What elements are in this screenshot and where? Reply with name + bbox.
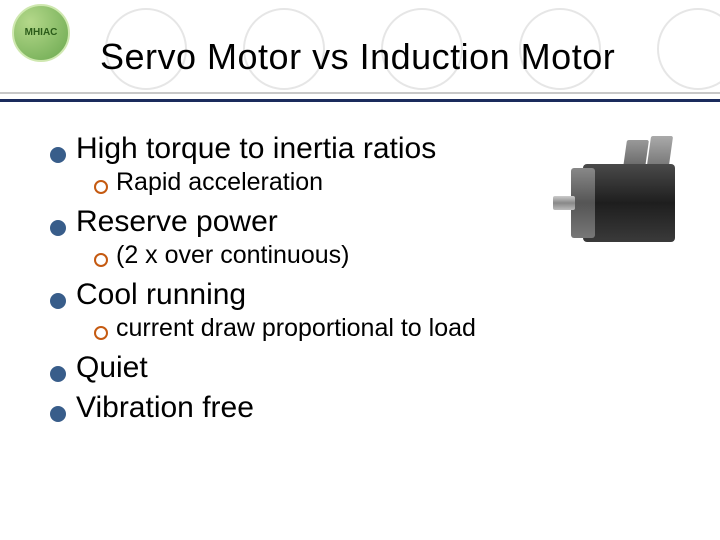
bullet-hollow-icon xyxy=(94,253,108,267)
list-item-text: Cool running xyxy=(76,278,246,312)
list-item-text: current draw proportional to load xyxy=(116,314,476,343)
slide-title: Servo Motor vs Induction Motor xyxy=(100,36,615,78)
list-item: Quiet xyxy=(50,351,680,385)
bullet-filled-icon xyxy=(50,366,66,382)
list-item-text: High torque to inertia ratios xyxy=(76,132,436,166)
servo-motor-image xyxy=(551,130,696,265)
list-item-text: Quiet xyxy=(76,351,148,385)
motor-shaft-icon xyxy=(553,196,575,210)
list-item: Vibration free xyxy=(50,391,680,425)
logo-text: MHIAC xyxy=(25,28,58,38)
bullet-hollow-icon xyxy=(94,180,108,194)
bullet-hollow-icon xyxy=(94,326,108,340)
list-item-text: Reserve power xyxy=(76,205,278,239)
slide-header: MHIAC Servo Motor vs Induction Motor xyxy=(0,0,720,102)
bullet-filled-icon xyxy=(50,147,66,163)
logo-badge: MHIAC xyxy=(12,4,70,62)
list-item-text: (2 x over continuous) xyxy=(116,241,349,270)
list-item: current draw proportional to load xyxy=(94,314,680,343)
bullet-filled-icon xyxy=(50,293,66,309)
header-subline xyxy=(0,92,720,94)
list-item-text: Rapid acceleration xyxy=(116,168,323,197)
list-item: Cool running xyxy=(50,278,680,312)
motor-connector-icon xyxy=(647,136,673,166)
bullet-filled-icon xyxy=(50,220,66,236)
bullet-filled-icon xyxy=(50,406,66,422)
deco-circle-icon xyxy=(657,8,720,90)
motor-body-icon xyxy=(583,164,675,242)
list-item-text: Vibration free xyxy=(76,391,254,425)
